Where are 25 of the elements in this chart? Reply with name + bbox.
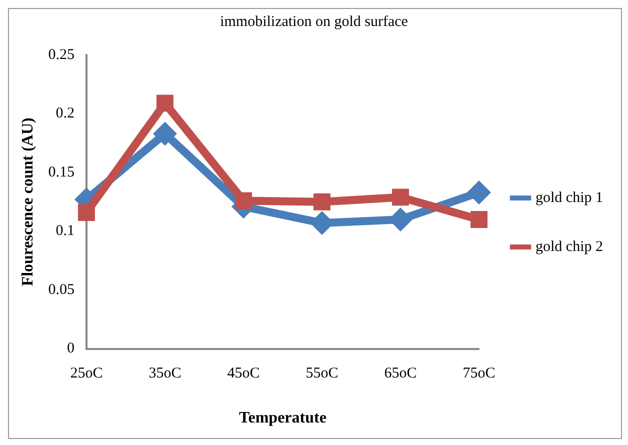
point <box>152 122 177 146</box>
chart-title: immobilization on gold surface <box>220 14 408 30</box>
point <box>156 94 174 112</box>
y-tick-label: 0.05 <box>48 282 74 298</box>
point <box>467 180 492 204</box>
point <box>314 193 330 210</box>
legend-label: gold chip 1 <box>536 190 604 206</box>
x-tick-label: 45oC <box>227 366 260 382</box>
x-tick-label: 75oC <box>462 366 496 382</box>
y-tick-label: 0 <box>66 340 74 357</box>
x-tick-label: 25oC <box>70 366 103 382</box>
y-tick-label: 0.25 <box>48 46 74 63</box>
y-tick-label: 0.1 <box>56 223 74 240</box>
x-axis-title: Temperatute <box>239 410 326 427</box>
point <box>78 204 95 221</box>
x-tick-label: 55oC <box>306 366 338 382</box>
point <box>234 192 252 210</box>
x-tick-label: 65oC <box>384 366 417 382</box>
x-tick-label: 35oC <box>148 366 182 382</box>
point <box>392 188 409 206</box>
y-tick-label: 0.2 <box>56 106 74 122</box>
point <box>470 211 488 228</box>
y-axis-title: Flourescence count (AU) <box>20 118 37 286</box>
y-tick-label: 0.15 <box>48 164 74 180</box>
legend-label: gold chip 2 <box>536 238 604 255</box>
